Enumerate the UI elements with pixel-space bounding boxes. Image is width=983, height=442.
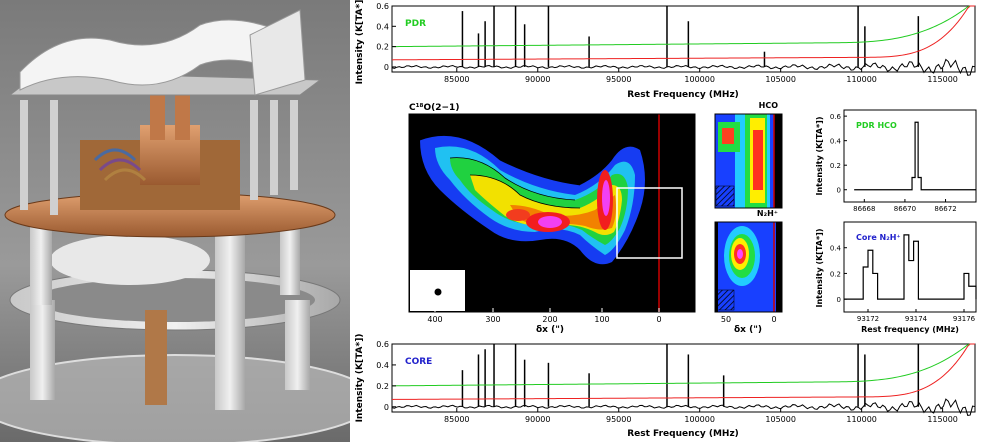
y-tick-label: 0.6 bbox=[830, 113, 842, 121]
y-tick-label: 0.2 bbox=[376, 382, 389, 391]
line-n2h: 0 0.2 0.4 93172 93174 93176 Core N₂H⁺ Intens… bbox=[815, 221, 977, 334]
x-tick-label: 86672 bbox=[934, 205, 956, 213]
map-tick-label: 100 bbox=[594, 315, 609, 324]
receiver-photo bbox=[0, 0, 350, 442]
x-tick-label: 105000 bbox=[765, 415, 796, 424]
map-tick-label: 400 bbox=[427, 315, 442, 324]
line-n2h-profile bbox=[844, 234, 977, 300]
y-tick-label: 0.4 bbox=[830, 245, 842, 253]
map-tick-label: 200 bbox=[542, 315, 557, 324]
x-tick-label: 115000 bbox=[927, 415, 958, 424]
map-tick-label: 300 bbox=[485, 315, 500, 324]
line-n2h-xlabel: Rest frequency (MHz) bbox=[861, 325, 959, 334]
x-tick-label: 93174 bbox=[905, 315, 928, 323]
x-tick-label: 93176 bbox=[953, 315, 976, 323]
spectrum-top: 0 0.2 0.4 0.6 85000 90000 95000 100000 105000 11… bbox=[355, 0, 976, 100]
x-tick-label: 110000 bbox=[846, 75, 877, 84]
map-tick-label: 50 bbox=[721, 315, 731, 324]
spectrum-bottom-red-curve bbox=[391, 343, 975, 400]
x-tick-label: 110000 bbox=[846, 415, 877, 424]
map-c18o-xlabel: δx (") bbox=[536, 325, 564, 335]
y-tick-label: 0.2 bbox=[830, 162, 841, 170]
y-tick-label: 0 bbox=[837, 187, 841, 195]
x-tick-label: 85000 bbox=[444, 75, 469, 84]
line-n2h-label: Core N₂H⁺ bbox=[856, 233, 901, 242]
map-c18o: C¹⁸O(2−1) 400 300 200 100 0 δx (") bbox=[408, 103, 696, 335]
spectrum-bottom-baseline bbox=[391, 398, 976, 416]
spectrum-bottom-xlabel: Rest Frequency (MHz) bbox=[627, 429, 739, 439]
map-hco-title: HCO bbox=[759, 101, 779, 110]
spectrum-top-label: PDR bbox=[405, 19, 426, 29]
y-tick-label: 0 bbox=[384, 403, 389, 412]
x-tick-label: 86670 bbox=[894, 205, 916, 213]
x-tick-label: 100000 bbox=[684, 415, 715, 424]
spectrum-top-ylabel: Intensity (K[TA*]) bbox=[355, 0, 365, 84]
x-tick-label: 115000 bbox=[927, 75, 958, 84]
x-tick-label: 85000 bbox=[444, 415, 469, 424]
spectrum-bottom-ylabel: Intensity (K[TA*]) bbox=[355, 334, 365, 423]
y-tick-label: 0.2 bbox=[830, 270, 841, 278]
spectrum-top-xlabel: Rest Frequency (MHz) bbox=[627, 90, 739, 100]
y-tick-label: 0.4 bbox=[376, 361, 389, 370]
spectrum-top-baseline bbox=[391, 58, 976, 76]
line-hco-label: PDR HCO bbox=[856, 121, 897, 130]
map-tick-label: 0 bbox=[656, 315, 661, 324]
y-tick-label: 0.4 bbox=[830, 138, 842, 146]
x-tick-label: 90000 bbox=[525, 415, 550, 424]
spectrum-bottom-green-curve bbox=[391, 343, 975, 387]
x-tick-label: 86668 bbox=[853, 205, 875, 213]
map-c18o-title: C¹⁸O(2−1) bbox=[409, 103, 459, 113]
map-n2h-xlabel: δx (") bbox=[734, 325, 762, 335]
spectrum-bottom-label: CORE bbox=[405, 357, 432, 367]
x-tick-label: 100000 bbox=[684, 75, 715, 84]
x-tick-label: 93172 bbox=[857, 315, 879, 323]
map-n2h-title: N₂H⁺ bbox=[757, 209, 778, 218]
line-hco-profile bbox=[854, 121, 976, 191]
spectrum-top-green-curve bbox=[391, 5, 975, 48]
line-n2h-ylabel: Intensity (K[TA*]) bbox=[815, 229, 824, 308]
y-tick-label: 0.6 bbox=[376, 340, 389, 349]
y-tick-label: 0 bbox=[837, 296, 841, 304]
y-tick-label: 0.2 bbox=[376, 43, 389, 52]
map-n2h: N₂H⁺ 50 0 δx (") bbox=[714, 209, 783, 335]
map-hco: HCO bbox=[714, 101, 783, 209]
y-tick-label: 0.6 bbox=[376, 2, 389, 11]
y-tick-label: 0.4 bbox=[376, 22, 389, 31]
x-tick-label: 105000 bbox=[765, 75, 796, 84]
figure-panels: 00.20.40.6 85000 90000 95000 100000 105000 11… bbox=[355, 0, 977, 439]
line-hco: 0 0.2 0.4 0.6 86668 86670 86672 PDR HCO Inten… bbox=[815, 109, 977, 213]
x-tick-label: 95000 bbox=[606, 75, 631, 84]
x-tick-label: 95000 bbox=[606, 415, 631, 424]
map-tick-label: 0 bbox=[771, 315, 776, 324]
x-tick-label: 90000 bbox=[525, 75, 550, 84]
y-tick-label: 0 bbox=[384, 63, 389, 72]
spectrum-bottom: 0 0.2 0.4 0.6 85000 90000 95000 100000 105000 11… bbox=[355, 334, 976, 439]
spectrum-top-red-curve bbox=[391, 5, 975, 61]
line-hco-ylabel: Intensity (K[TA*]) bbox=[815, 117, 824, 196]
